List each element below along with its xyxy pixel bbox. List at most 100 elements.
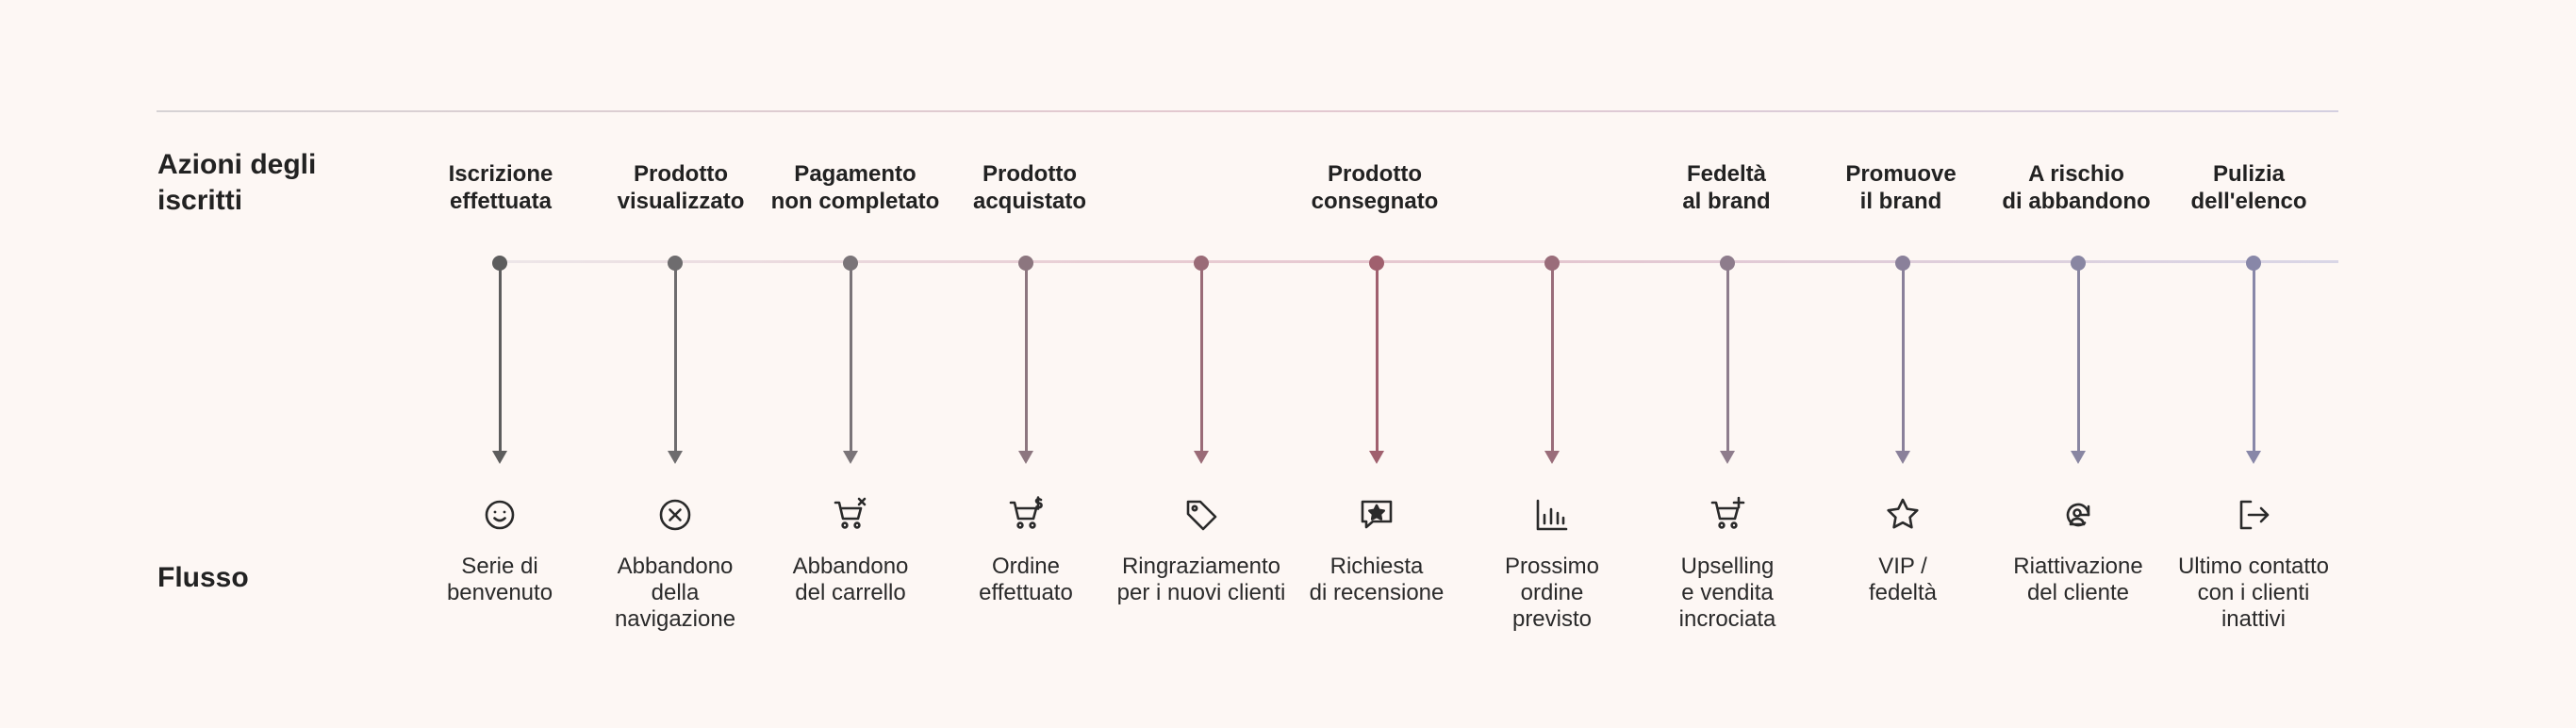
flow-label-line: Riattivazione [2013, 554, 2143, 579]
stage-line: Prodotto [1328, 161, 1422, 187]
stage-line: il brand [1859, 189, 1942, 214]
timeline-dot [2246, 256, 2261, 271]
timeline-dot [668, 256, 683, 271]
arrow-head [2246, 451, 2261, 464]
arrow-head [1544, 451, 1560, 464]
arrow-stem [498, 264, 502, 451]
stage-brand-loyalty: Fedeltà al brand [1682, 160, 1770, 215]
stage-line: effettuata [449, 189, 552, 214]
timeline-dot [1018, 256, 1033, 271]
flow-label-line: previsto [1511, 606, 1593, 632]
stage-line: di abbandono [2002, 189, 2151, 214]
flow-label-line: di recensione [1309, 580, 1445, 605]
stage-line: non completato [770, 189, 940, 214]
tag-icon [1181, 494, 1222, 536]
user-refresh-icon [2057, 494, 2099, 536]
flow-label-line: benvenuto [446, 580, 553, 605]
arrow-head [1720, 451, 1735, 464]
stage-line: al brand [1682, 189, 1771, 214]
arrow-head [2071, 451, 2086, 464]
flow-label-line: Prossimo [1504, 554, 1600, 579]
stage-line: acquistato [972, 189, 1087, 214]
stage-line: Prodotto [983, 161, 1077, 187]
timeline-dot [1194, 256, 1209, 271]
actions-row-label: Azioni degli iscritti [157, 147, 403, 219]
stage-line: Promuove [1845, 161, 1957, 187]
flow-label-line: effettuato [979, 580, 1073, 605]
arrow-head [668, 451, 683, 464]
flow-label-line: Richiesta [1329, 554, 1424, 579]
arrow-stem [2076, 264, 2080, 451]
timeline-dot [843, 256, 858, 271]
flow-label-line: incrociata [1678, 606, 1776, 632]
arrow-head [1895, 451, 1910, 464]
timeline-dot [492, 256, 507, 271]
arrow-stem [1375, 264, 1379, 451]
stage-promotes-brand: Promuove il brand [1845, 160, 1956, 215]
stage-product-purchased: Prodotto acquistato [973, 160, 1086, 215]
timeline-dot [1720, 256, 1735, 271]
timeline-line [500, 260, 2338, 263]
flow-label-line: della [651, 580, 700, 605]
flow-label: Abbandono della navigazione [615, 554, 735, 633]
stage-line: A rischio [2028, 161, 2124, 187]
flow-label-line: con i clienti [2197, 580, 2310, 605]
flow-label: Ringraziamento per i nuovi clienti [1117, 554, 1286, 606]
arrow-head [1018, 451, 1033, 464]
stage-signup: Iscrizione effettuata [449, 160, 553, 215]
flow-label-line: Serie di [461, 554, 538, 579]
flow-label-line: Abbandono [792, 554, 909, 579]
flow-label: Ordine effettuato [979, 554, 1073, 606]
flow-label-line: inattivi [2221, 606, 2287, 632]
flow-label: Abbandono del carrello [793, 554, 909, 606]
timeline-dot [1544, 256, 1560, 271]
review-star-icon [1356, 494, 1397, 536]
bar-chart-icon [1531, 494, 1573, 536]
flow-label-line: per i nuovi clienti [1116, 580, 1286, 605]
arrow-head [843, 451, 858, 464]
cart-x-icon [830, 494, 871, 536]
flow-label-line: Ordine [991, 554, 1061, 579]
stage-line: visualizzato [617, 189, 745, 214]
actions-label-line: Azioni degli [157, 149, 317, 180]
cart-dollar-icon [1005, 494, 1047, 536]
stage-line: Prodotto [634, 161, 728, 187]
arrow-head [1369, 451, 1384, 464]
actions-label-line: iscritti [157, 185, 243, 216]
cart-plus-icon [1707, 494, 1748, 536]
flow-label-line: fedeltà [1868, 580, 1938, 605]
stage-line: Fedeltà [1686, 161, 1767, 187]
stage-line: dell'elenco [2190, 189, 2307, 214]
stage-line: Pagamento [794, 161, 916, 187]
smiley-icon [479, 494, 520, 536]
flow-row-label: Flusso [157, 562, 249, 593]
stage-checkout-abandoned: Pagamento non completato [771, 160, 940, 215]
flow-label-line: ordine [1520, 580, 1584, 605]
stage-line: Pulizia [2212, 161, 2286, 187]
flow-label-line: Upselling [1680, 554, 1775, 579]
arrow-stem [1024, 264, 1028, 451]
flow-label: Richiesta di recensione [1310, 554, 1445, 606]
timeline-dot [2071, 256, 2086, 271]
flow-label-line: navigazione [614, 606, 736, 632]
flow-label: Ultimo contatto con i clienti inattivi [2178, 554, 2329, 633]
timeline-dot [1369, 256, 1384, 271]
x-circle-icon [654, 494, 696, 536]
arrow-stem [1726, 264, 1729, 451]
flow-label: Riattivazione del cliente [2013, 554, 2142, 606]
stage-line: consegnato [1311, 189, 1439, 214]
top-divider [157, 110, 2338, 112]
flow-label: Upselling e vendita incrociata [1679, 554, 1776, 633]
arrow-stem [849, 264, 852, 451]
flow-label-line: Ringraziamento [1121, 554, 1281, 579]
arrow-head [492, 451, 507, 464]
flow-label: Prossimo ordine previsto [1505, 554, 1599, 633]
flow-label-line: VIP / [1878, 554, 1927, 579]
stage-line: Iscrizione [448, 161, 553, 187]
logout-icon [2233, 494, 2274, 536]
timeline-dot [1895, 256, 1910, 271]
flow-label: VIP / fedeltà [1869, 554, 1937, 606]
flow-label-line: e vendita [1681, 580, 1774, 605]
arrow-stem [1199, 264, 1203, 451]
star-icon [1882, 494, 1924, 536]
